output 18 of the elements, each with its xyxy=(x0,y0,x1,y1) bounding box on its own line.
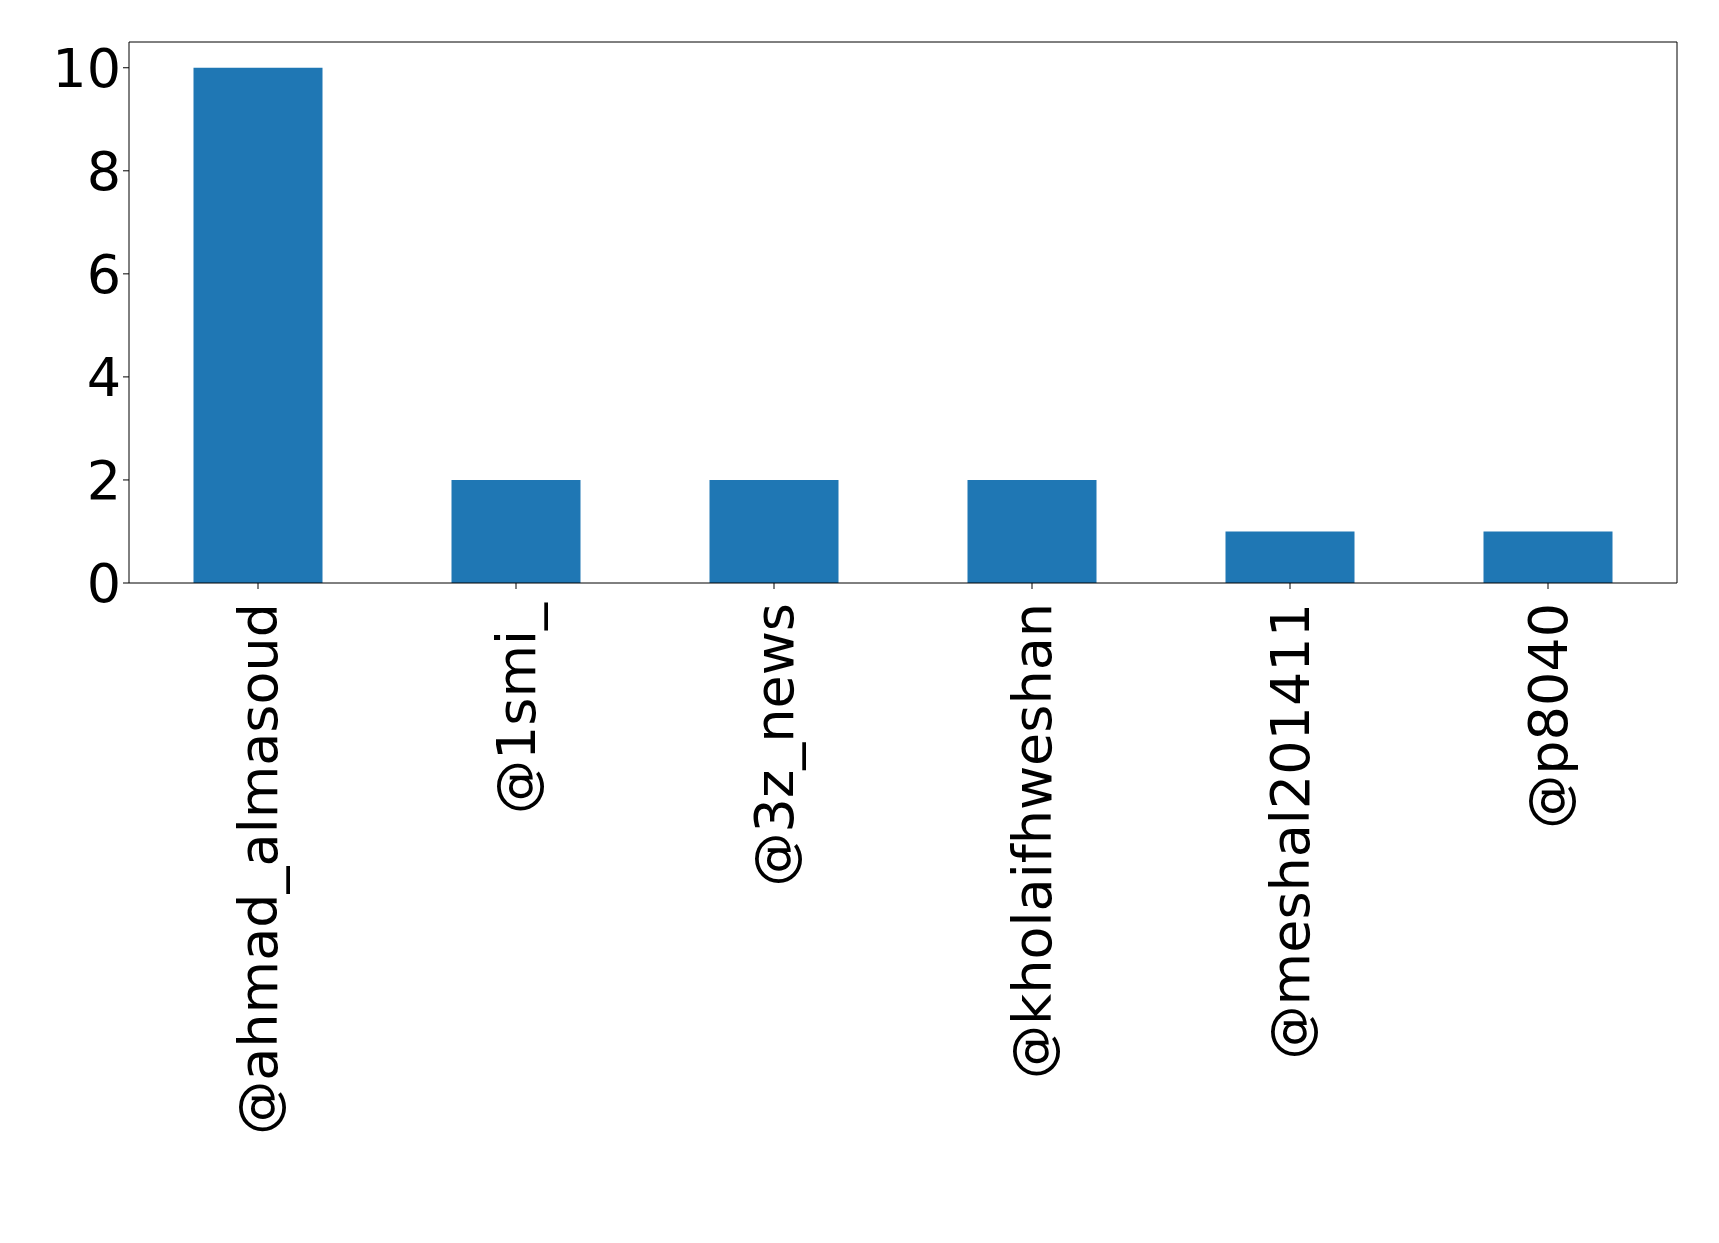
x-tick-label: @3z_news xyxy=(742,603,806,887)
x-tick-label: @1smi_ xyxy=(484,602,548,815)
x-tick-label: @ahmad_almasoud xyxy=(226,603,290,1135)
x-tick-label: @meshal201411 xyxy=(1258,603,1322,1060)
y-tick-label: 10 xyxy=(52,36,121,100)
y-tick-label: 8 xyxy=(86,139,121,203)
bar xyxy=(1225,531,1355,583)
y-tick-label: 2 xyxy=(86,449,121,513)
y-tick-label: 0 xyxy=(86,552,121,616)
x-tick-label: @p8040 xyxy=(1516,603,1580,829)
x-tick-label: @kholaifhweshan xyxy=(1000,603,1064,1079)
bar xyxy=(709,479,839,583)
bar xyxy=(193,67,323,583)
bar xyxy=(967,479,1097,583)
bar xyxy=(1483,531,1613,583)
y-tick-label: 4 xyxy=(86,346,121,410)
y-tick-label: 6 xyxy=(86,243,121,307)
bar xyxy=(451,479,581,583)
